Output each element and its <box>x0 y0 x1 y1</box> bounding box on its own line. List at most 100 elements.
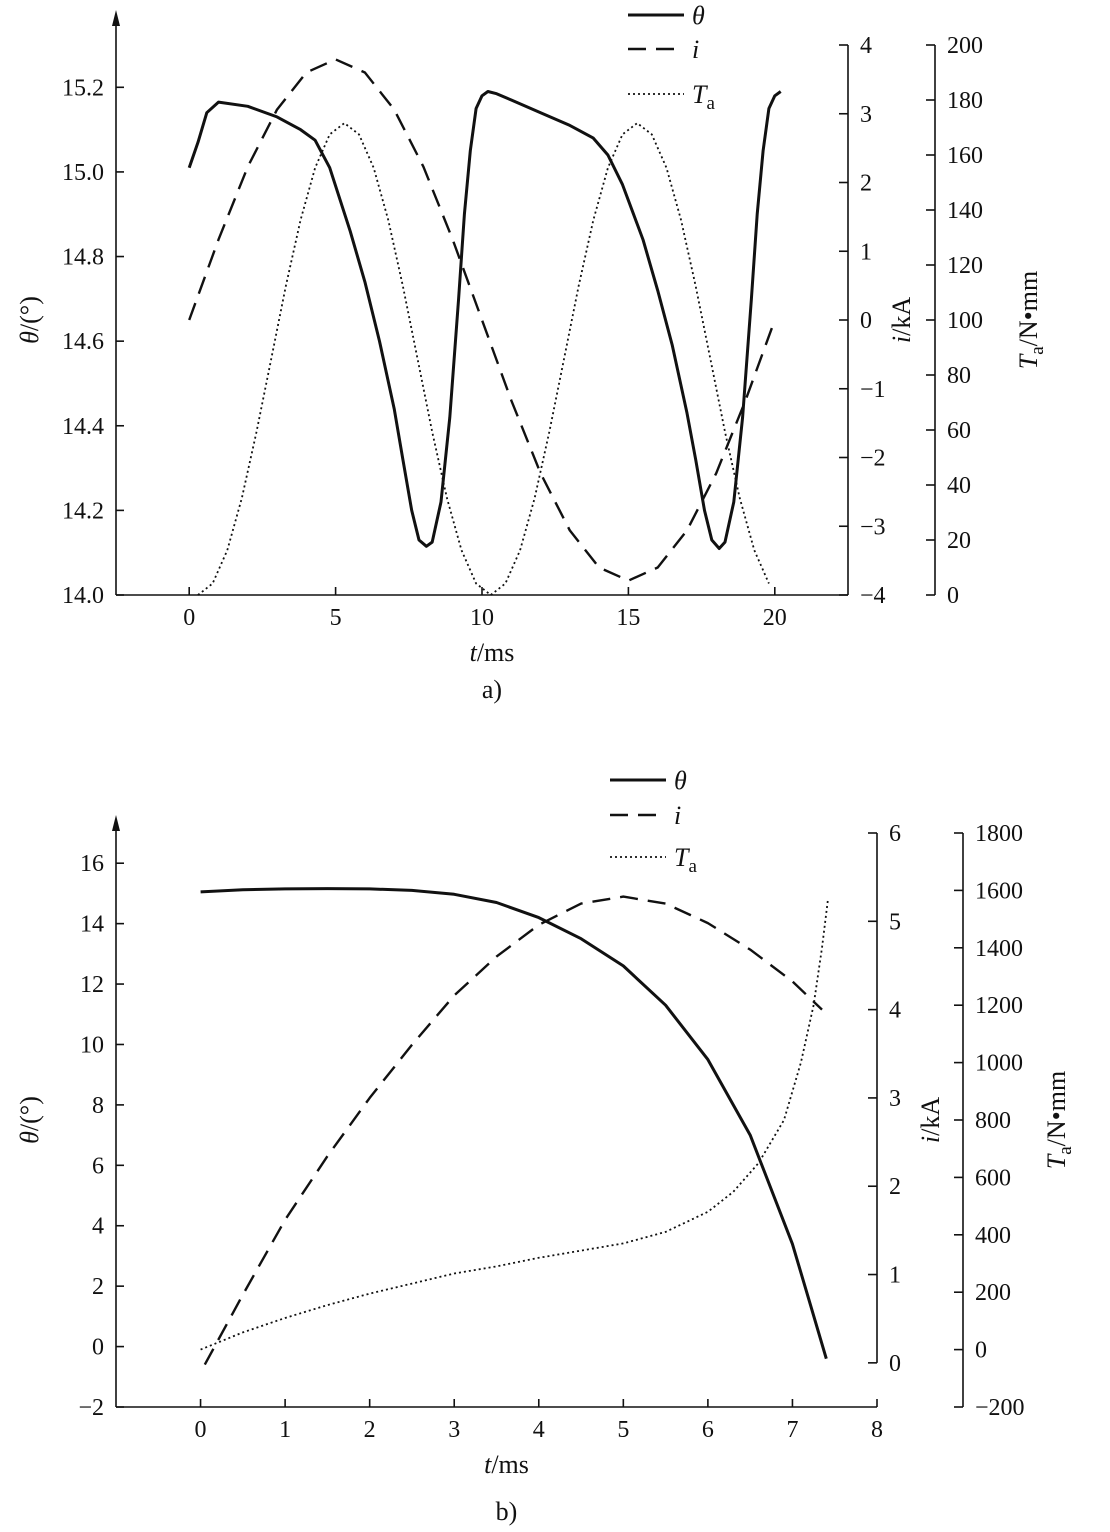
x-tick-label: 0 <box>183 605 195 631</box>
chart-panel-a: 14.014.214.414.614.815.015.2θ/(°)0 5 10 15 2… <box>15 1 1048 704</box>
i-tick-label: 2 <box>860 171 872 197</box>
i-tick-label: −2 <box>860 446 886 472</box>
label-symbol: i <box>916 1136 945 1143</box>
series-line-theta <box>200 887 828 1360</box>
theta-tick-label: 14.0 <box>62 583 104 609</box>
x-tick-label: 20 <box>763 605 787 631</box>
theta-axis-title: θ/(°) <box>15 296 44 344</box>
x-tick-label: 10 <box>470 605 494 631</box>
theta-tick-label: 15.0 <box>62 160 104 186</box>
Ta-axis-title: Ta/N•mm <box>1042 1071 1076 1169</box>
series-line-theta <box>187 90 782 550</box>
theta-tick-label: −2 <box>78 1395 104 1421</box>
Ta-tick-label: 1600 <box>975 878 1023 904</box>
label-symbol: θ <box>15 1131 44 1144</box>
theta-tick-label: 2 <box>92 1274 104 1300</box>
legend-label-theta: θ <box>674 766 687 795</box>
x-tick-label: 8 <box>871 1417 883 1443</box>
Ta-tick-label: 100 <box>947 308 983 334</box>
theta-tick-label: 12 <box>80 972 104 998</box>
legend-subscript: a <box>706 93 715 114</box>
label-unit: /(°) <box>15 1096 44 1131</box>
series-line-i <box>188 58 776 582</box>
Ta-axis-title: Ta/N•mm <box>1014 271 1048 369</box>
Ta-tick-label: 1200 <box>975 993 1023 1019</box>
legend-label-theta: θ <box>692 1 705 30</box>
label-unit: /kA <box>887 297 916 336</box>
theta-tick-label: 14.2 <box>62 498 104 524</box>
Ta-tick-label: 200 <box>947 33 983 59</box>
legend-label-i: i <box>692 35 699 64</box>
i-tick-label: −1 <box>860 377 886 403</box>
theta-axis-arrow-icon <box>112 10 120 26</box>
i-tick-label: 3 <box>889 1086 901 1112</box>
x-axis-title: t/ms <box>484 1450 529 1479</box>
label-subscript: a <box>1055 1146 1076 1155</box>
Ta-tick-label: 0 <box>947 583 959 609</box>
i-tick-label: 2 <box>889 1174 901 1200</box>
Ta-tick-label: 140 <box>947 198 983 224</box>
Ta-tick-label: 800 <box>975 1108 1011 1134</box>
panel-caption: b) <box>496 1497 518 1526</box>
Ta-tick-label: 40 <box>947 473 971 499</box>
x-axis-title: t/ms <box>470 638 515 667</box>
i-tick-label: 0 <box>860 308 872 334</box>
i-axis-title: i/kA <box>916 1097 945 1143</box>
Ta-tick-label: 60 <box>947 418 971 444</box>
i-axis-title: i/kA <box>887 297 916 343</box>
label-unit: /ms <box>477 638 515 667</box>
x-tick-label: 1 <box>279 1417 291 1443</box>
i-tick-label: 1 <box>860 239 872 265</box>
label-unit: /kA <box>916 1097 945 1136</box>
Ta-tick-label: 0 <box>975 1338 987 1364</box>
series-line-Ta <box>200 898 829 1351</box>
theta-tick-label: 14.6 <box>62 329 104 355</box>
Ta-tick-label: 80 <box>947 363 971 389</box>
label-unit: /N•mm <box>1042 1071 1071 1147</box>
label-unit: /N•mm <box>1014 271 1043 347</box>
x-tick-label: 4 <box>533 1417 545 1443</box>
legend-label-Ta: Ta <box>674 843 697 877</box>
theta-tick-label: 0 <box>92 1335 104 1361</box>
Ta-tick-label: 200 <box>975 1280 1011 1306</box>
x-tick-label: 6 <box>702 1417 714 1443</box>
Ta-tick-label: 1000 <box>975 1051 1023 1077</box>
i-tick-label: −3 <box>860 514 886 540</box>
label-symbol: θ <box>15 331 44 344</box>
label-symbol: t <box>484 1450 492 1479</box>
theta-tick-label: 14 <box>80 912 104 938</box>
i-tick-label: 0 <box>889 1351 901 1377</box>
Ta-tick-label: 400 <box>975 1223 1011 1249</box>
i-tick-label: 6 <box>889 821 901 847</box>
Ta-tick-label: 160 <box>947 143 983 169</box>
label-symbol: T <box>1014 353 1043 369</box>
theta-tick-label: 4 <box>92 1214 104 1240</box>
series-line-i <box>203 895 823 1366</box>
i-tick-label: 5 <box>889 909 901 935</box>
label-symbol: i <box>887 336 916 343</box>
Ta-tick-label: 600 <box>975 1165 1011 1191</box>
x-tick-label: 3 <box>448 1417 460 1443</box>
theta-tick-label: 6 <box>92 1153 104 1179</box>
label-unit: /(°) <box>15 296 44 331</box>
legend-subscript: a <box>688 856 697 877</box>
Ta-tick-label: −200 <box>975 1395 1025 1421</box>
Ta-tick-label: 180 <box>947 88 983 114</box>
theta-tick-label: 16 <box>80 851 104 877</box>
x-tick-label: 5 <box>617 1417 629 1443</box>
Ta-tick-label: 20 <box>947 528 971 554</box>
theta-tick-label: 14.4 <box>62 414 104 440</box>
theta-axis-title: θ/(°) <box>15 1096 44 1144</box>
Ta-tick-label: 120 <box>947 253 983 279</box>
legend-symbol: T <box>692 80 708 109</box>
x-tick-label: 7 <box>786 1417 798 1443</box>
x-tick-label: 5 <box>330 605 342 631</box>
legend-label-i: i <box>674 801 681 830</box>
theta-tick-label: 15.2 <box>62 75 104 101</box>
panel-caption: a) <box>482 675 502 704</box>
theta-tick-label: 8 <box>92 1093 104 1119</box>
i-tick-label: 1 <box>889 1263 901 1289</box>
i-tick-label: 4 <box>889 998 901 1024</box>
series-line-Ta <box>197 122 770 596</box>
